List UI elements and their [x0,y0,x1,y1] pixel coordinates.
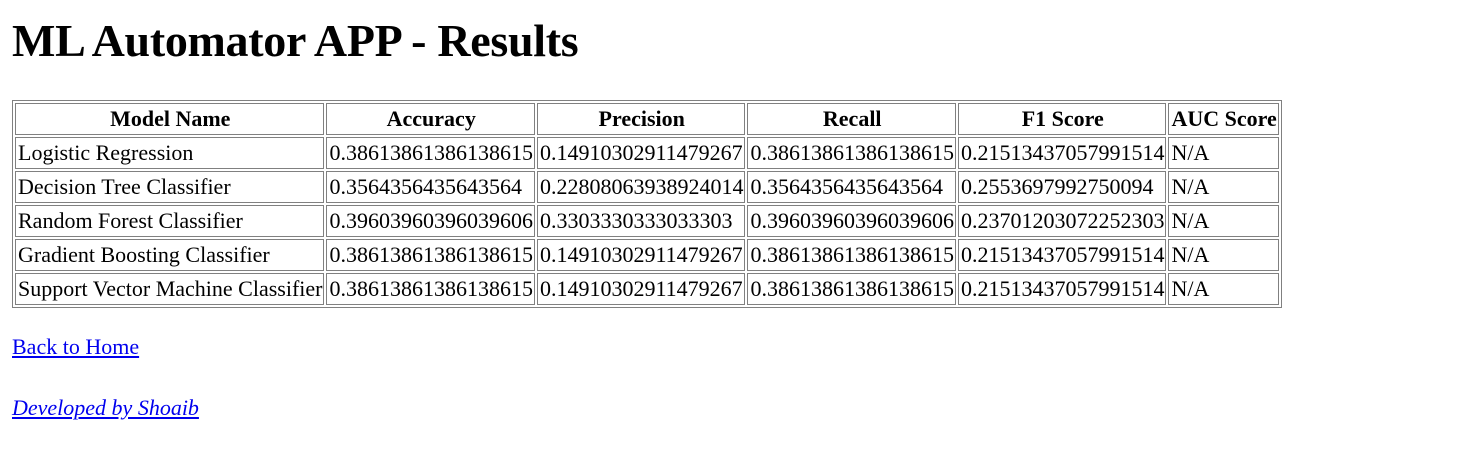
table-row: Decision Tree Classifier 0.3564356435643… [15,171,1279,203]
cell-precision: 0.22808063938924014 [536,171,746,203]
results-table: Model Name Accuracy Precision Recall F1 … [12,100,1282,308]
cell-precision: 0.14910302911479267 [536,239,746,271]
header-precision: Precision [536,103,746,135]
cell-auc-score: N/A [1168,239,1279,271]
cell-model-name: Decision Tree Classifier [15,171,325,203]
cell-f1-score: 0.21513437057991514 [957,239,1167,271]
cell-recall: 0.39603960396039606 [747,205,956,237]
cell-f1-score: 0.23701203072252303 [957,205,1167,237]
header-recall: Recall [747,103,956,135]
header-accuracy: Accuracy [326,103,535,135]
cell-recall: 0.3564356435643564 [747,171,956,203]
cell-auc-score: N/A [1168,205,1279,237]
cell-model-name: Logistic Regression [15,137,325,169]
table-row: Logistic Regression 0.38613861386138615 … [15,137,1279,169]
header-auc-score: AUC Score [1168,103,1279,135]
header-model-name: Model Name [15,103,325,135]
cell-f1-score: 0.21513437057991514 [957,137,1167,169]
header-f1-score: F1 Score [957,103,1167,135]
cell-recall: 0.38613861386138615 [747,273,956,305]
table-row: Gradient Boosting Classifier 0.386138613… [15,239,1279,271]
cell-model-name: Gradient Boosting Classifier [15,239,325,271]
cell-auc-score: N/A [1168,137,1279,169]
cell-accuracy: 0.38613861386138615 [326,273,535,305]
cell-model-name: Random Forest Classifier [15,205,325,237]
table-header-row: Model Name Accuracy Precision Recall F1 … [15,103,1279,135]
cell-accuracy: 0.39603960396039606 [326,205,535,237]
cell-accuracy: 0.3564356435643564 [326,171,535,203]
cell-precision: 0.3303330333033303 [536,205,746,237]
cell-f1-score: 0.2553697992750094 [957,171,1167,203]
table-row: Support Vector Machine Classifier 0.3861… [15,273,1279,305]
cell-recall: 0.38613861386138615 [747,239,956,271]
cell-precision: 0.14910302911479267 [536,137,746,169]
page-title: ML Automator APP - Results [12,15,579,66]
cell-auc-score: N/A [1168,273,1279,305]
cell-model-name: Support Vector Machine Classifier [15,273,325,305]
cell-recall: 0.38613861386138615 [747,137,956,169]
developer-link[interactable]: Developed by Shoaib [12,395,199,420]
cell-auc-score: N/A [1168,171,1279,203]
back-to-home-link[interactable]: Back to Home [12,334,140,359]
cell-f1-score: 0.21513437057991514 [957,273,1167,305]
table-row: Random Forest Classifier 0.3960396039603… [15,205,1279,237]
cell-accuracy: 0.38613861386138615 [326,239,535,271]
cell-accuracy: 0.38613861386138615 [326,137,535,169]
cell-precision: 0.14910302911479267 [536,273,746,305]
